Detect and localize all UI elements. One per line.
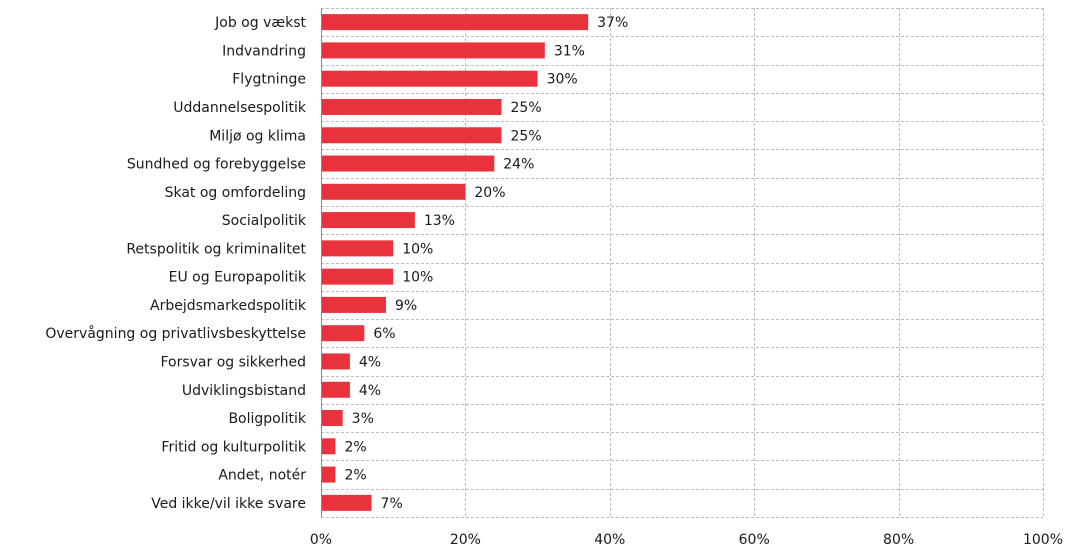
x-axis-tick-labels: 0% 20% 40% 60% 80% 100% — [310, 532, 1063, 548]
category-label: Udviklingsbistand — [182, 383, 306, 399]
bar — [322, 410, 343, 427]
category-label: Arbejdsmarkedspolitik — [150, 298, 307, 314]
category-label: Skat og omfordeling — [165, 185, 306, 201]
bar — [322, 240, 394, 257]
data-labels: 37% 31% 30% 25% 25% 24% 20% 13% 10% 10% 9%6% 4% 4% 3%… — [344, 15, 628, 512]
category-label: Forsvar og sikkerhed — [160, 354, 306, 370]
x-tick-label: 100% — [1023, 532, 1063, 548]
data-label: 25% — [511, 100, 542, 116]
x-tick-label: 40% — [594, 532, 625, 548]
data-label: 3% — [352, 411, 374, 427]
x-tick-label: 60% — [739, 532, 770, 548]
bar — [322, 183, 466, 200]
bar — [322, 325, 365, 342]
data-label: 25% — [511, 128, 542, 144]
data-label: 2% — [344, 468, 366, 484]
data-label: 30% — [547, 72, 578, 88]
bar — [322, 494, 372, 511]
x-tick-label: 0% — [310, 532, 332, 548]
category-label: Flygtninge — [232, 72, 306, 88]
data-label: 2% — [344, 439, 366, 455]
category-label: EU og Europapolitik — [169, 270, 307, 286]
category-label: Ved ikke/vil ikke svare — [151, 496, 306, 512]
grid — [321, 8, 1044, 518]
category-label: Indvandring — [222, 43, 306, 59]
category-label: Sundhed og forebyggelse — [127, 157, 306, 173]
x-tick-label: 80% — [883, 532, 914, 548]
category-label: Uddannelsespolitik — [173, 100, 307, 116]
category-label: Boligpolitik — [228, 411, 306, 427]
data-label: 10% — [402, 270, 433, 286]
bar — [322, 212, 415, 229]
bar — [322, 466, 336, 483]
bar — [322, 155, 495, 172]
bar — [322, 98, 502, 115]
category-label: Overvågning og privatlivsbeskyttelse — [45, 325, 306, 342]
data-label: 37% — [597, 15, 628, 31]
category-label: Andet, notér — [218, 468, 306, 484]
bar — [322, 14, 589, 31]
bars — [322, 14, 589, 511]
data-label: 7% — [381, 496, 403, 512]
bar — [322, 296, 386, 313]
bar — [322, 438, 336, 455]
data-label: 31% — [554, 43, 585, 59]
data-label: 10% — [402, 241, 433, 257]
category-label: Socialpolitik — [222, 213, 307, 229]
bar — [322, 127, 502, 144]
category-label: Job og vækst — [214, 15, 306, 31]
data-label: 13% — [424, 213, 455, 229]
category-label: Fritid og kulturpolitik — [161, 439, 306, 455]
bar — [322, 268, 394, 285]
data-label: 4% — [359, 383, 381, 399]
bar — [322, 70, 538, 87]
data-label: 4% — [359, 354, 381, 370]
category-labels: Job og vækst Indvandring Flygtninge Uddanne… — [45, 15, 307, 512]
x-tick-label: 20% — [450, 532, 481, 548]
bar — [322, 353, 350, 370]
bar — [322, 42, 545, 59]
data-label: 6% — [373, 326, 395, 342]
bar — [322, 381, 350, 398]
data-label: 9% — [395, 298, 417, 314]
data-label: 24% — [503, 157, 534, 173]
data-label: 20% — [474, 185, 505, 201]
category-label: Miljø og klima — [209, 128, 306, 144]
category-label: Retspolitik og kriminalitet — [126, 241, 306, 257]
